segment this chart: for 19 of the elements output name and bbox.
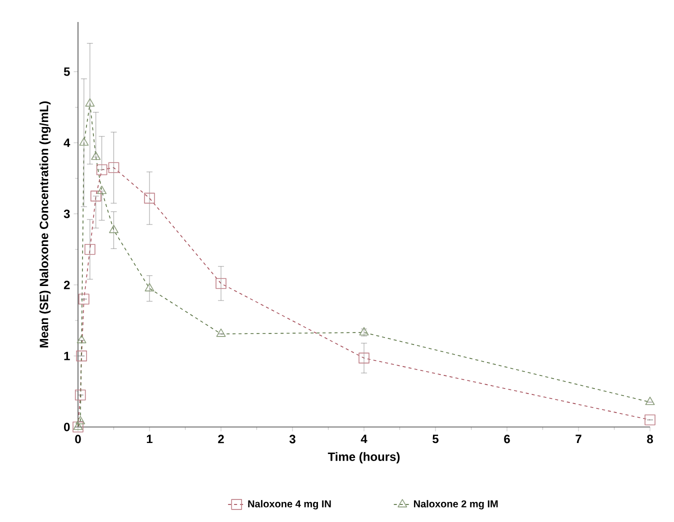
x-tick-label: 8 <box>647 434 653 444</box>
x-tick-label: 2 <box>218 434 224 444</box>
x-tick-label: 7 <box>576 434 582 444</box>
legend-label: Naloxone 4 mg IN <box>248 500 331 510</box>
y-tick-label: 2 <box>64 280 70 290</box>
y-tick-label: 5 <box>64 68 70 76</box>
x-tick-label: 3 <box>289 434 296 444</box>
y-tick-label: 4 <box>64 138 70 147</box>
x-tick-label: 6 <box>504 434 510 444</box>
y-tick-label: 0 <box>64 422 70 432</box>
x-axis-title: Time (hours) <box>328 452 400 464</box>
x-tick-label: 5 <box>432 434 439 444</box>
legend-label: Naloxone 2 mg IM <box>414 500 498 510</box>
y-tick-label: 3 <box>64 210 70 218</box>
x-tick-label: 0 <box>75 434 81 444</box>
y-axis-title: Mean (SE) Naloxone Concentration (ng/mL) <box>39 101 51 348</box>
y-tick-label: 1 <box>64 352 70 360</box>
x-tick-label: 1 <box>146 434 152 444</box>
x-tick-label: 4 <box>360 434 368 444</box>
